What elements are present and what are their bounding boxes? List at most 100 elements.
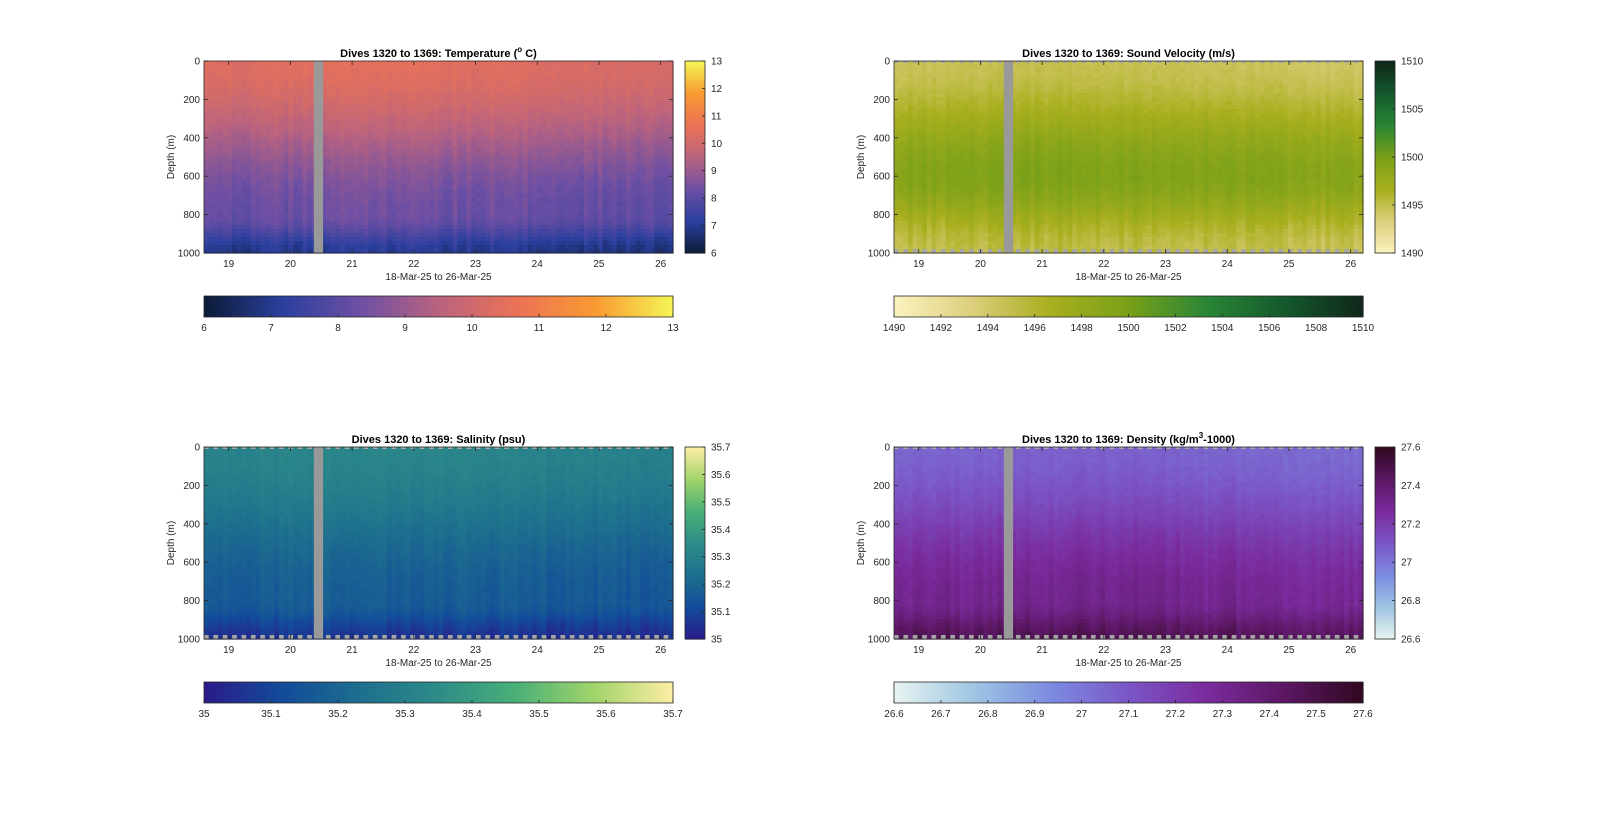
heatmap-cell	[593, 153, 599, 158]
heatmap-cell	[494, 205, 501, 210]
heatmap-cell	[438, 161, 444, 166]
chart-title: Dives 1320 to 1369: Temperature (o C)	[340, 45, 537, 60]
heatmap-cell	[447, 213, 454, 218]
heatmap-cell	[555, 173, 562, 178]
x-tick-label: 19	[223, 259, 235, 270]
heatmap-cell	[551, 193, 557, 198]
heatmap-cell	[461, 81, 468, 86]
heatmap-cell	[438, 169, 444, 174]
heatmap-cell	[335, 73, 341, 78]
heatmap-cell	[246, 165, 252, 170]
heatmap-cell	[363, 153, 369, 158]
heatmap-cell	[297, 89, 304, 94]
heatmap-cell	[297, 249, 304, 254]
heatmap-cell	[255, 101, 261, 106]
heatmap-cell	[438, 149, 444, 154]
heatmap-cell	[508, 149, 515, 154]
heatmap-cell	[621, 157, 627, 162]
heatmap-cell	[480, 205, 486, 210]
heatmap-cell	[372, 241, 379, 246]
heatmap-cell	[626, 61, 632, 66]
heatmap-cell	[325, 221, 332, 226]
heatmap-cell	[368, 237, 374, 242]
heatmap-cell	[297, 225, 304, 230]
heatmap-cell	[429, 145, 435, 150]
heatmap-cell	[522, 77, 529, 82]
heatmap-cell	[405, 161, 411, 166]
colorbar-segment	[461, 296, 467, 317]
heatmap-cell	[644, 225, 651, 230]
colorbar-segment	[685, 202, 705, 206]
heatmap-cell	[522, 105, 529, 110]
heatmap-cell	[663, 149, 669, 154]
heatmap-cell	[630, 205, 637, 210]
heatmap-cell	[279, 73, 285, 78]
heatmap-cell	[668, 69, 674, 74]
heatmap-cell	[551, 201, 557, 206]
heatmap-cell	[560, 193, 566, 198]
heatmap-cell	[480, 65, 486, 70]
heatmap-cell	[433, 61, 440, 66]
heatmap-cell	[541, 93, 547, 98]
heatmap-cell	[218, 141, 224, 146]
heatmap-cell	[616, 217, 623, 222]
heatmap-cell	[630, 217, 637, 222]
heatmap-cell	[368, 117, 374, 122]
heatmap-cell	[658, 149, 665, 154]
heatmap-cell	[583, 121, 590, 126]
heatmap-cell	[358, 101, 365, 106]
heatmap-cell	[269, 221, 275, 226]
heatmap-cell	[574, 109, 580, 114]
heatmap-cell	[490, 81, 496, 86]
heatmap-cell	[396, 233, 402, 238]
heatmap-cell	[250, 153, 257, 158]
heatmap-cell	[227, 181, 233, 186]
heatmap-cell	[386, 177, 393, 182]
heatmap-cell	[321, 225, 327, 230]
heatmap-cell	[621, 181, 627, 186]
heatmap-cell	[368, 125, 374, 130]
heatmap-cell	[264, 217, 271, 222]
heatmap-cell	[658, 185, 665, 190]
heatmap-cell	[527, 125, 533, 130]
heatmap-cell	[415, 245, 421, 250]
heatmap-cell	[443, 173, 449, 178]
heatmap-cell	[204, 185, 210, 190]
heatmap-cell	[279, 153, 285, 158]
heatmap-cell	[607, 193, 613, 198]
heatmap-cell	[536, 201, 543, 206]
heatmap-cell	[307, 153, 313, 158]
heatmap-cell	[250, 149, 257, 154]
heatmap-cell	[382, 217, 388, 222]
heatmap-cell	[410, 73, 416, 78]
heatmap-cell	[264, 233, 271, 238]
heatmap-cell	[551, 93, 557, 98]
heatmap-cell	[236, 189, 243, 194]
heatmap-cell	[602, 161, 608, 166]
heatmap-cell	[377, 125, 383, 130]
heatmap-cell	[204, 209, 210, 214]
heatmap-cell	[222, 89, 229, 94]
heatmap-cell	[410, 229, 416, 234]
heatmap-cell	[494, 157, 501, 162]
heatmap-cell	[461, 177, 468, 182]
heatmap-cell	[368, 73, 374, 78]
heatmap-cell	[490, 129, 496, 134]
heatmap-cell	[354, 225, 360, 230]
heatmap-cell	[204, 85, 210, 90]
heatmap-cell	[236, 153, 243, 158]
heatmap-cell	[536, 209, 543, 214]
heatmap-cell	[288, 65, 294, 70]
heatmap-cell	[612, 197, 618, 202]
heatmap-cell	[377, 81, 383, 86]
heatmap-cell	[232, 197, 238, 202]
heatmap-cell	[429, 189, 435, 194]
heatmap-cell	[447, 133, 454, 138]
heatmap-cell	[569, 61, 576, 66]
heatmap-cell	[204, 129, 210, 134]
heatmap-cell	[213, 93, 219, 98]
heatmap-cell	[246, 149, 252, 154]
heatmap-cell	[293, 181, 299, 186]
heatmap-cell	[485, 173, 491, 178]
heatmap-cell	[269, 117, 275, 122]
